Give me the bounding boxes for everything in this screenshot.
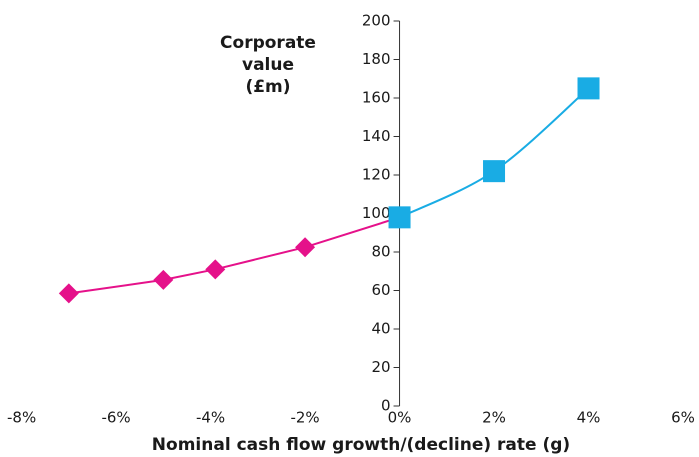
y-tick-label: 200	[362, 12, 391, 30]
y-axis-title: value	[242, 55, 294, 75]
y-axis-title: Corporate	[220, 33, 316, 53]
y-tick-label: 100	[362, 204, 391, 222]
y-tick-label: 20	[371, 358, 390, 376]
x-tick-label: -6%	[101, 409, 130, 427]
x-tick-label: -4%	[196, 409, 225, 427]
y-tick-label: 80	[371, 243, 390, 261]
y-tick-label: 160	[362, 89, 391, 107]
square-marker	[483, 160, 506, 183]
square-marker	[388, 206, 411, 229]
x-tick-label: -2%	[290, 409, 319, 427]
square-marker	[577, 77, 600, 100]
series-line	[399, 87, 590, 219]
y-tick-label: 180	[362, 50, 391, 68]
y-tick-label: 140	[362, 127, 391, 145]
x-tick-label: 0%	[388, 409, 412, 427]
y-axis-title: (£m)	[245, 77, 290, 97]
series-line	[68, 216, 400, 295]
x-tick-label: 2%	[482, 409, 506, 427]
x-tick-label: 6%	[671, 409, 695, 427]
y-tick-label: 60	[371, 281, 390, 299]
diamond-marker	[295, 237, 316, 258]
diamond-marker	[153, 269, 174, 290]
x-tick-label: 4%	[577, 409, 601, 427]
y-tick-label: 40	[371, 320, 390, 338]
y-tick-label: 0	[381, 397, 391, 415]
diamond-marker	[58, 283, 79, 304]
y-tick-label: 120	[362, 166, 391, 184]
x-tick-label: -8%	[7, 409, 36, 427]
diamond-marker	[205, 259, 226, 280]
x-axis-title: Nominal cash flow growth/(decline) rate …	[152, 435, 570, 455]
